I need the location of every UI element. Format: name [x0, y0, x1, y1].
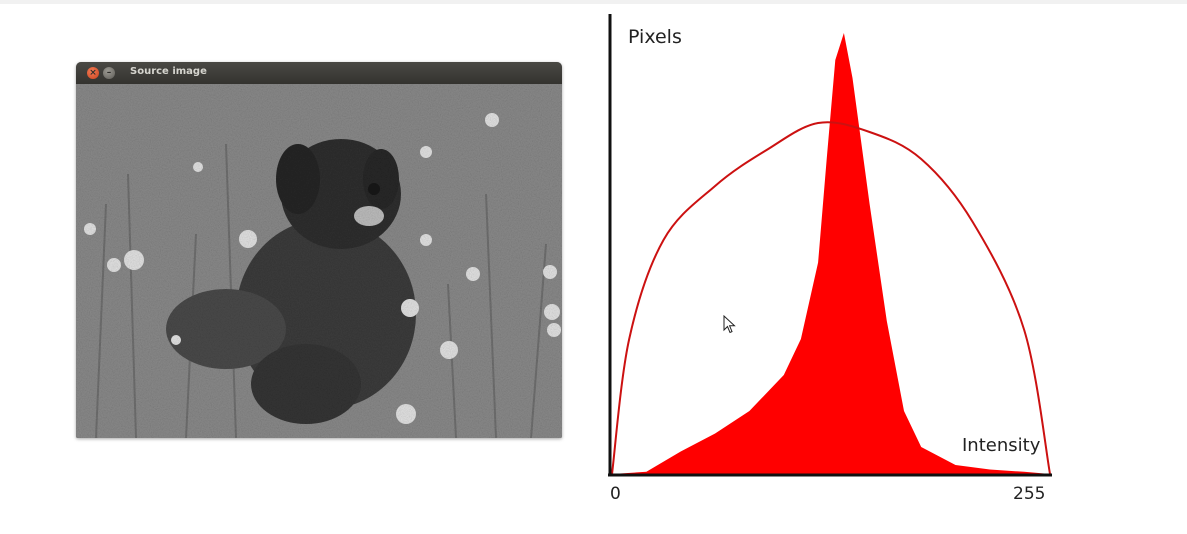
source-image-window[interactable]: × – Source image — [76, 62, 562, 438]
x-min-tick-label: 0 — [610, 484, 621, 504]
dog-photo — [76, 84, 562, 438]
histogram-overlay-curve — [611, 121, 1051, 475]
x-max-tick-label: 255 — [1013, 484, 1046, 504]
window-titlebar[interactable]: × – Source image — [76, 62, 562, 84]
y-axis-label: Pixels — [628, 26, 682, 48]
source-image — [76, 84, 562, 438]
mouse-cursor-icon — [723, 315, 736, 334]
histogram-area — [612, 33, 1050, 474]
minimize-icon[interactable]: – — [103, 67, 115, 79]
window-title: Source image — [130, 66, 207, 77]
close-icon[interactable]: × — [87, 67, 99, 79]
top-strip — [0, 0, 1187, 4]
x-axis-label: Intensity — [962, 435, 1041, 456]
